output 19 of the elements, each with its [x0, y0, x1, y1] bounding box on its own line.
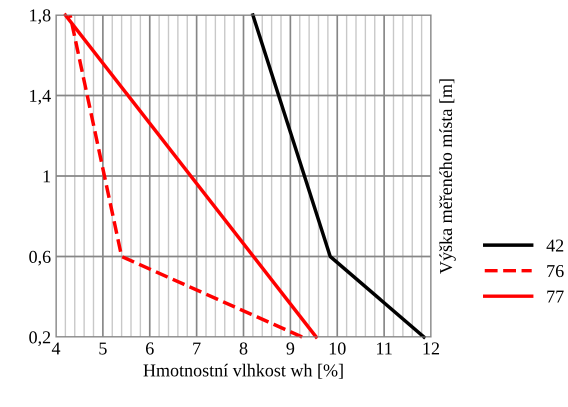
x-tick-label: 6 [146, 342, 154, 355]
x-tick-label: 4 [52, 342, 60, 354]
y-tick-label: 1,4 [30, 90, 51, 105]
y-tick-label: 1 [44, 170, 50, 182]
x-axis-title: Hmotnostní vlhkost wh [%] [143, 364, 343, 379]
x-tick-label: 7 [193, 342, 201, 354]
y-tick-label: 0,2 [29, 331, 50, 346]
x-tick-label: 8 [240, 342, 248, 355]
legend-label: 42 [546, 240, 564, 252]
x-tick-label: 10 [330, 342, 346, 355]
y-tick-label: 0,6 [29, 250, 51, 266]
y-tick-label: 1,8 [30, 9, 50, 24]
x-tick-label: 9 [286, 342, 294, 355]
legend-label: 77 [547, 290, 564, 303]
legend-label: 76 [547, 265, 564, 278]
x-tick-label: 12 [424, 342, 440, 354]
x-tick-label: 11 [377, 342, 392, 354]
y-axis-title: Výška měřeného místa [m] [439, 79, 456, 274]
x-tick-label: 5 [99, 342, 107, 355]
